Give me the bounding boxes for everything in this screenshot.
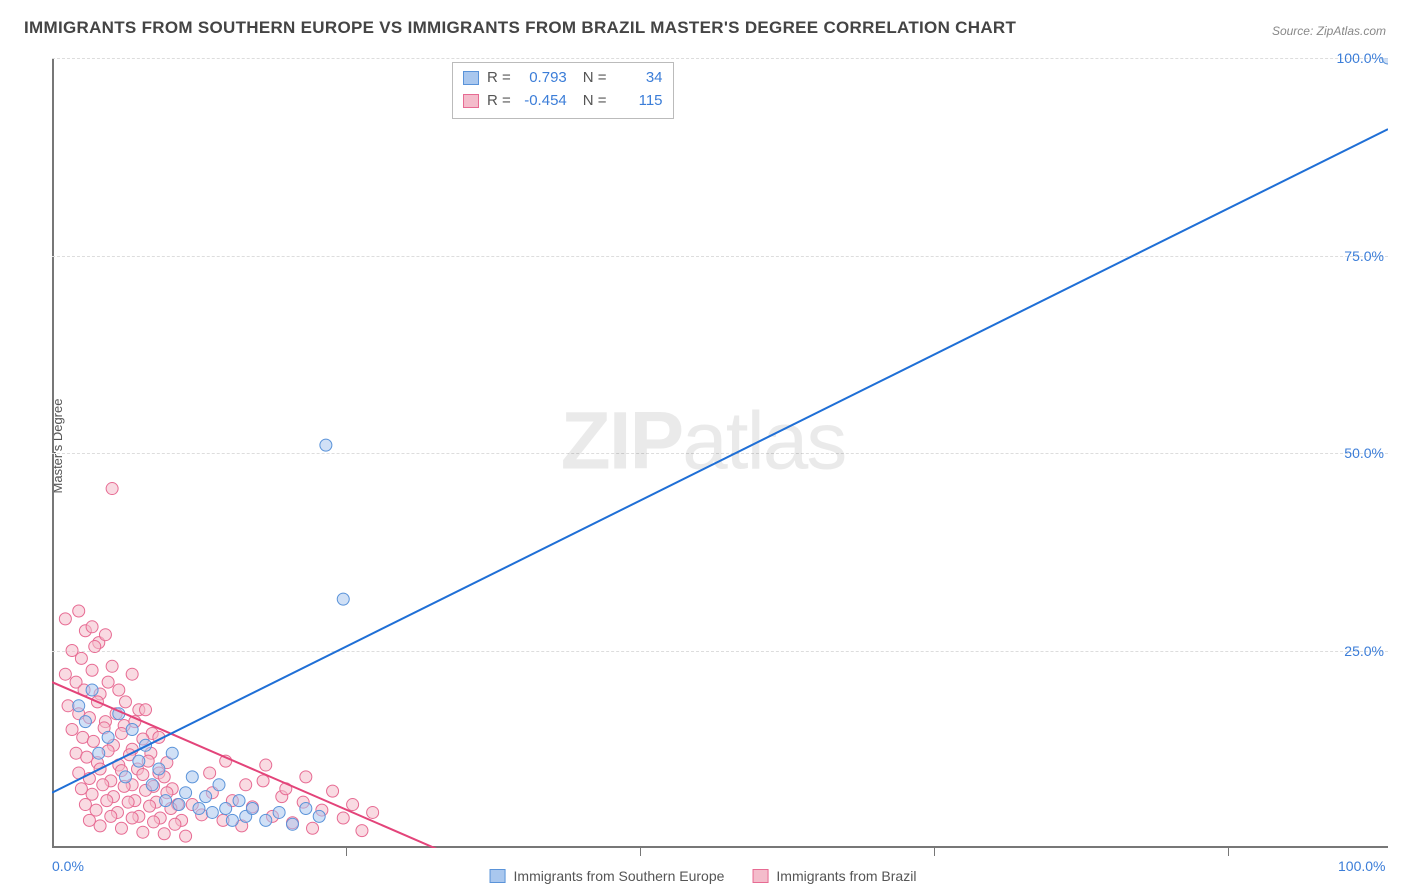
y-tick-label: 25.0% <box>1344 643 1384 659</box>
stats-legend: R = 0.793 N = 34 R = -0.454 N = 115 <box>452 62 674 119</box>
swatch-series-1 <box>463 71 479 85</box>
y-tick-label: 75.0% <box>1344 248 1384 264</box>
legend-label-1: Immigrants from Southern Europe <box>514 868 725 884</box>
stat-n-label: N = <box>583 67 607 90</box>
legend-item-1: Immigrants from Southern Europe <box>490 868 725 884</box>
source-attribution: Source: ZipAtlas.com <box>1272 24 1386 38</box>
stat-n-label: N = <box>583 90 607 113</box>
stat-n-value-1: 34 <box>615 67 663 90</box>
stat-r-label: R = <box>487 67 511 90</box>
y-tick-label: 100.0% <box>1337 50 1384 66</box>
stat-r-value-2: -0.454 <box>519 90 567 113</box>
legend-swatch-2 <box>752 869 768 883</box>
legend-item-2: Immigrants from Brazil <box>752 868 916 884</box>
stats-row-series-2: R = -0.454 N = 115 <box>463 90 663 113</box>
x-tick-label: 100.0% <box>1338 858 1385 874</box>
stat-n-value-2: 115 <box>615 90 663 113</box>
legend-swatch-1 <box>490 869 506 883</box>
x-tick-label: 0.0% <box>52 858 84 874</box>
chart-title: IMMIGRANTS FROM SOUTHERN EUROPE VS IMMIG… <box>24 18 1016 38</box>
legend-label-2: Immigrants from Brazil <box>776 868 916 884</box>
stat-r-label: R = <box>487 90 511 113</box>
stat-r-value-1: 0.793 <box>519 67 567 90</box>
y-tick-label: 50.0% <box>1344 445 1384 461</box>
stats-row-series-1: R = 0.793 N = 34 <box>463 67 663 90</box>
bottom-legend: Immigrants from Southern Europe Immigran… <box>490 868 917 884</box>
swatch-series-2 <box>463 94 479 108</box>
